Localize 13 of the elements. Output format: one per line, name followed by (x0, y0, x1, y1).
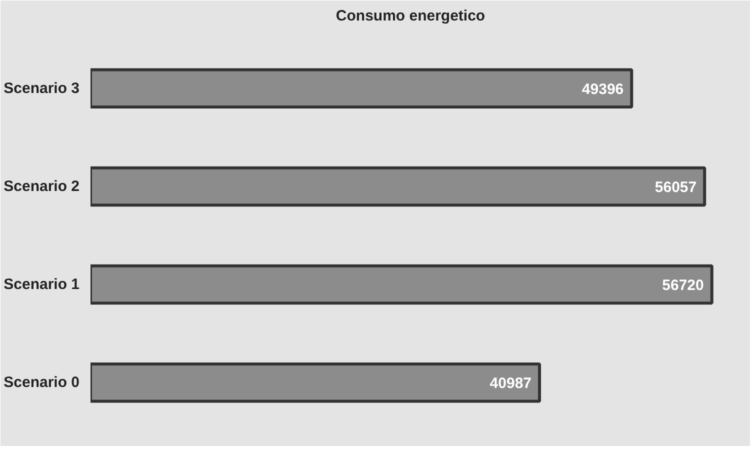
y-tick-label: Scenario 3 (4, 80, 80, 97)
data-label: 56720 (662, 277, 704, 294)
data-label: 49396 (582, 80, 624, 98)
bar (90, 264, 714, 305)
y-tick-label: Scenario 0 (4, 374, 80, 392)
bar (90, 166, 706, 207)
bar (90, 362, 542, 403)
data-label: 40987 (490, 375, 532, 392)
data-label: 56057 (654, 178, 697, 196)
y-tick-label: Scenario 2 (4, 178, 80, 195)
chart-title: Consumo energetico (336, 8, 486, 24)
bar (90, 68, 634, 108)
y-tick-label: Scenario 1 (4, 276, 80, 294)
